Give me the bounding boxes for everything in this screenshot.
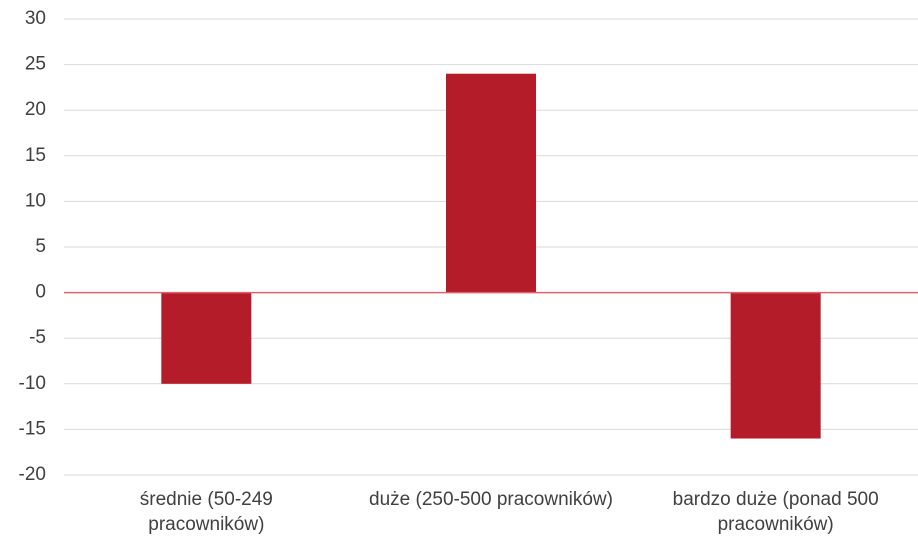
y-tick-label: 25 [25,54,46,75]
y-axis-tick-labels: 30 25 20 15 10 5 0 -5 -10 -15 -20 [19,8,46,485]
category-label: bardzo duże (ponad 500 pracowników) [673,489,879,535]
category-label-line: średnie (50-249 [140,489,273,510]
y-tick-label: 0 [35,282,46,303]
y-tick-label: -15 [19,418,46,439]
category-label: średnie (50-249 pracowników) [140,489,273,535]
category-label-line: duże (250-500 pracowników) [369,489,613,510]
bar [446,73,536,293]
y-tick-label: 15 [25,145,46,166]
category-label: duże (250-500 pracowników) [369,489,613,510]
category-label-line: pracowników) [718,514,834,535]
y-tick-label: -10 [19,373,46,394]
bar [730,292,821,439]
category-label-line: bardzo duże (ponad 500 [673,489,879,510]
y-tick-label: -20 [19,464,46,485]
category-labels: średnie (50-249 pracowników) duże (250-500… [140,489,879,535]
y-tick-label: -5 [29,327,46,348]
y-tick-label: 30 [25,8,46,29]
y-tick-label: 20 [25,99,46,120]
category-label-line: pracowników) [148,514,264,535]
bar [161,292,252,384]
bars [161,73,821,439]
y-tick-label: 10 [25,190,46,211]
y-tick-label: 5 [35,236,46,257]
